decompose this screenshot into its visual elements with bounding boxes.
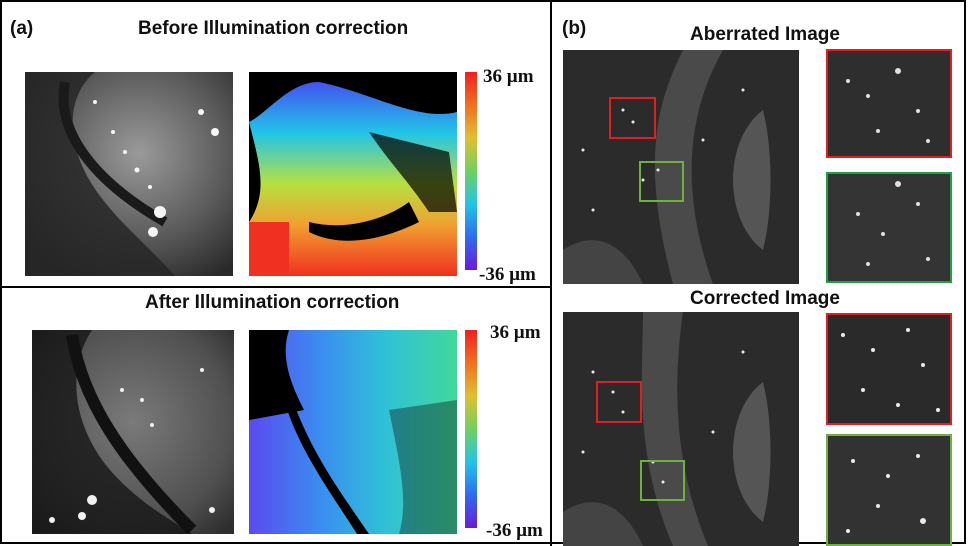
after-correction-title: After Illumination correction: [145, 292, 400, 313]
after-grayscale-image: [32, 330, 234, 534]
aberrated-image-title: Aberrated Image: [690, 24, 840, 45]
aberrated-image: [563, 50, 799, 284]
bottom-colorbar: [465, 330, 477, 528]
aberrated-green-inset: [826, 172, 952, 283]
after-depth-map-image: [249, 330, 457, 534]
panel-b-label: (b): [562, 18, 587, 39]
corrected-image: [563, 312, 799, 546]
top-colorbar-max-label: 36 µm: [483, 66, 534, 87]
top-colorbar: [465, 72, 477, 270]
bottom-colorbar-max-label: 36 µm: [490, 322, 541, 343]
before-grayscale-image: [25, 72, 233, 276]
bottom-colorbar-min-label: -36 µm: [486, 520, 543, 541]
corrected-green-roi: [640, 460, 685, 501]
aberrated-green-roi: [639, 161, 684, 202]
panel-divider-vertical: [550, 0, 552, 546]
corrected-image-title: Corrected Image: [690, 288, 840, 309]
corrected-red-inset: [826, 313, 952, 425]
aberrated-red-roi: [609, 97, 656, 139]
before-correction-title: Before Illumination correction: [138, 18, 409, 39]
aberrated-red-inset: [826, 49, 952, 158]
before-depth-map-image: [249, 72, 457, 276]
corrected-green-inset: [826, 434, 952, 546]
top-colorbar-min-label: -36 µm: [479, 264, 536, 285]
corrected-red-roi: [596, 381, 642, 423]
panel-a-label: (a): [10, 18, 34, 39]
panel-divider-horizontal: [0, 286, 551, 288]
